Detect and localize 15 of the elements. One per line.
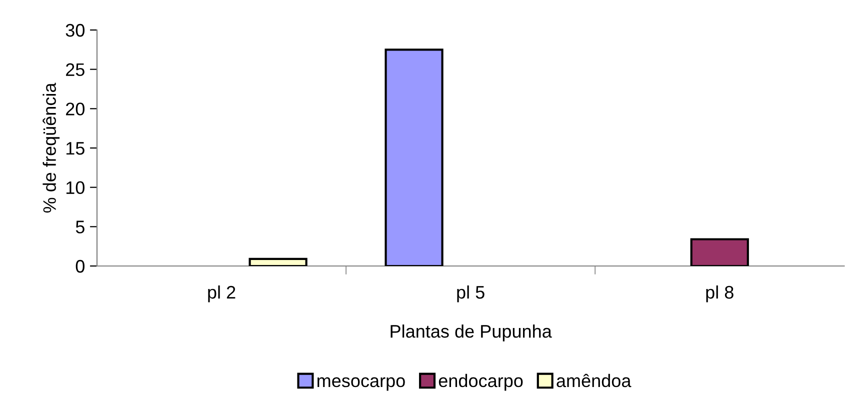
x-axis-title: Plantas de Pupunha [390, 324, 552, 342]
y-tick-label: 15 [66, 142, 84, 155]
y-tick-label: 30 [66, 24, 84, 37]
legend-label: endocarpo [438, 374, 523, 391]
x-tick-label: pl 5 [457, 285, 484, 302]
x-tick-label: pl 2 [208, 285, 236, 302]
legend-label: mesocarpo [318, 377, 405, 391]
y-tick-label: 10 [66, 181, 84, 194]
y-tick-label: 20 [66, 102, 84, 116]
y-axis-title: % de freqüência [42, 82, 60, 213]
y-tick-label: 5 [76, 220, 84, 234]
y-tick-label: 0 [76, 260, 84, 273]
y-tick-label: 25 [66, 63, 84, 76]
x-tick-label: pl 8 [706, 285, 734, 302]
legend-label: amêndoa [556, 374, 632, 388]
